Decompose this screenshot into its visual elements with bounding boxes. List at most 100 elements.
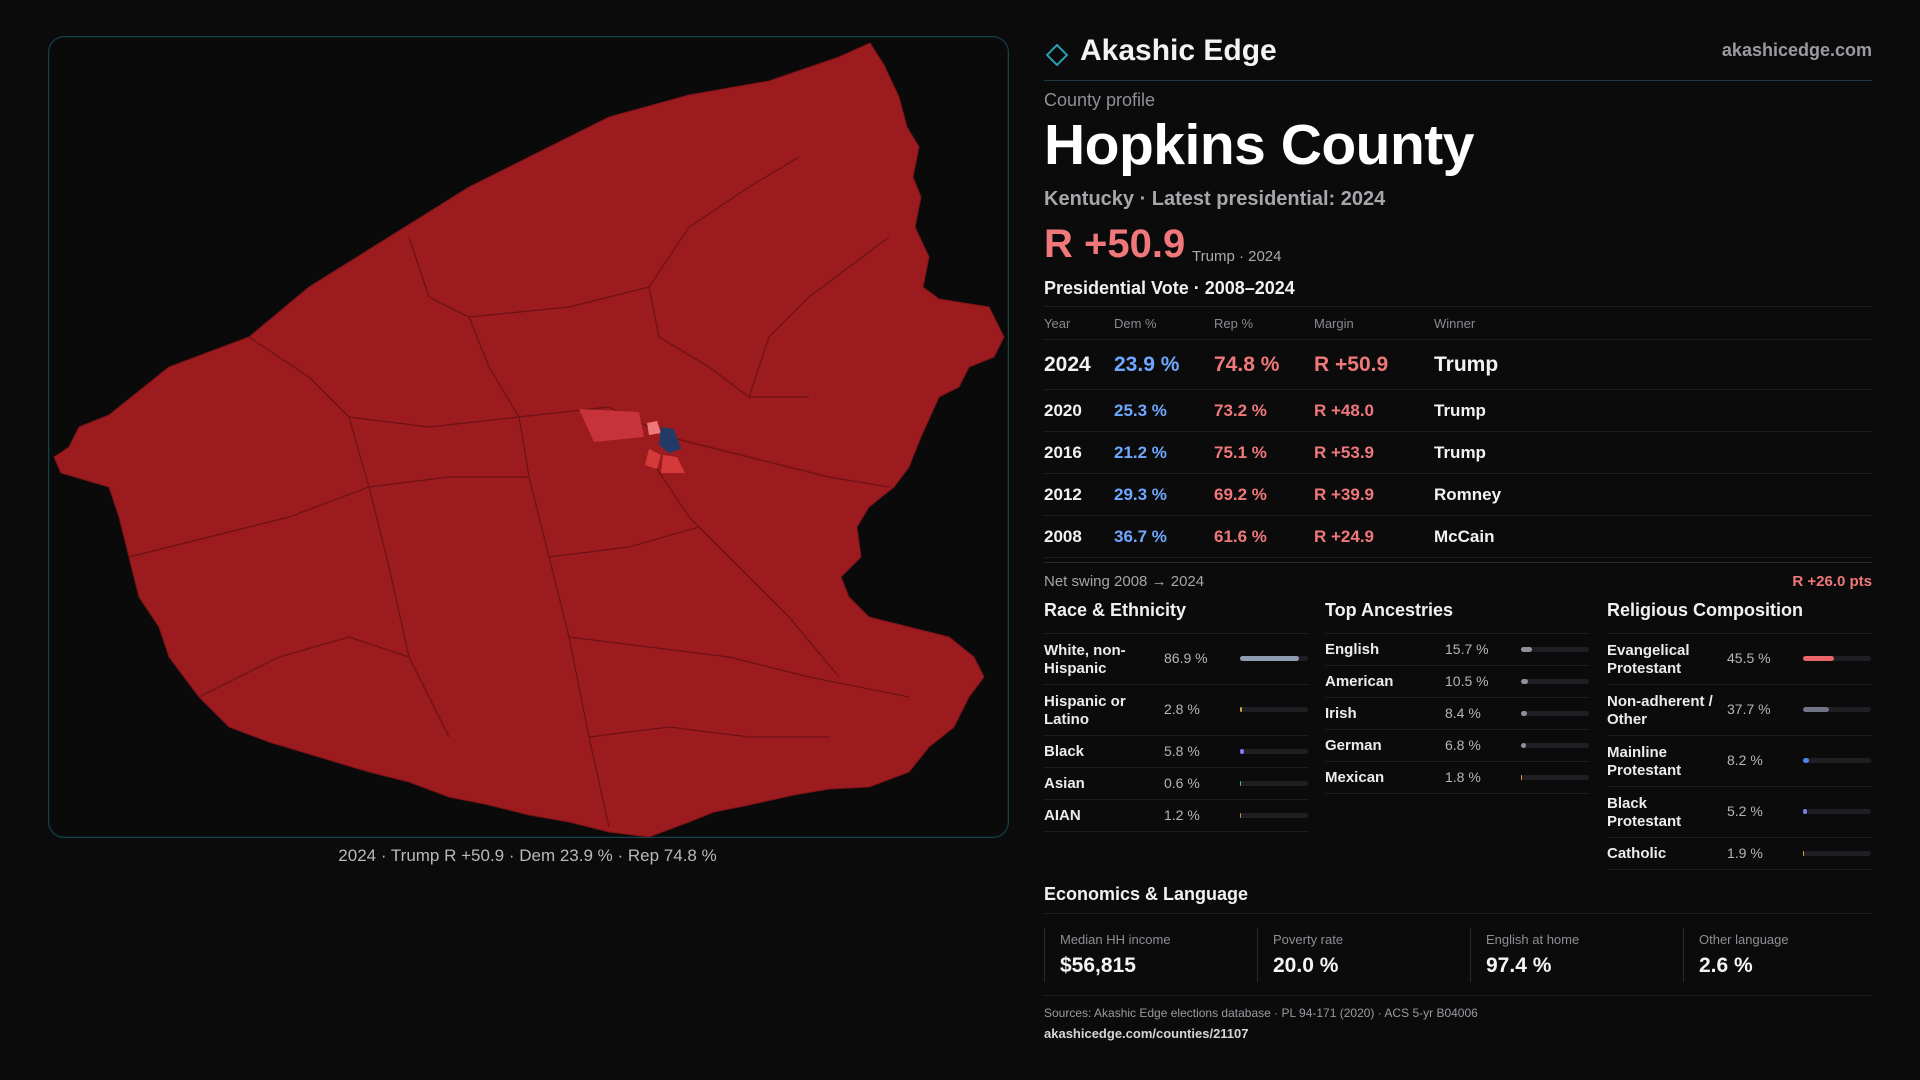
col-rep: Rep % <box>1214 306 1314 340</box>
eyebrow-label: County profile <box>1044 90 1156 110</box>
table-row[interactable]: 2024 23.9 % 74.8 % R +50.9 Trump <box>1044 339 1872 390</box>
presidential-vote-table: Year Dem % Rep % Margin Winner 2024 23.9… <box>1044 306 1872 558</box>
col-year: Year <box>1044 306 1114 340</box>
stat-bar-fill <box>1240 656 1300 661</box>
cell-year: 2008 <box>1044 515 1114 558</box>
county-shape[interactable] <box>53 42 1005 837</box>
cell-rep: 74.8 % <box>1214 339 1314 390</box>
cell-year: 2024 <box>1044 339 1114 390</box>
religion-section-title: Religious Composition <box>1607 600 1872 634</box>
cell-winner: Trump <box>1434 389 1872 432</box>
stat-value: 10.5 % <box>1445 673 1489 689</box>
stat-bar-fill <box>1803 707 1829 712</box>
divider <box>1044 913 1872 914</box>
stat-label: Hispanic or Latino <box>1044 693 1126 728</box>
cell-rep: 75.1 % <box>1214 431 1314 474</box>
headline-margin-note: Trump · 2024 <box>1192 248 1282 265</box>
precinct-lean-rep <box>579 409 644 442</box>
stat-label: Mexican <box>1325 769 1385 786</box>
stat-bar <box>1240 707 1308 712</box>
stat-bar <box>1240 813 1308 818</box>
headline-margin: R +50.9 <box>1044 222 1186 266</box>
stat-value: 8.2 % <box>1727 752 1763 768</box>
religion-section: Religious Composition Evangelical Protes… <box>1607 600 1872 870</box>
economics-section-title: Economics & Language <box>1044 884 1249 904</box>
stat-bar <box>1521 679 1589 684</box>
cell-dem: 23.9 % <box>1114 339 1214 390</box>
net-swing-value: R +26.0 pts <box>1792 573 1872 590</box>
stat-row: Evangelical Protestant 45.5 % <box>1607 634 1872 685</box>
race-section-title: Race & Ethnicity <box>1044 600 1308 634</box>
stat-value: 1.8 % <box>1445 769 1481 785</box>
brand-name: Akashic Edge <box>1080 34 1277 67</box>
stat-value: 37.7 % <box>1727 701 1771 717</box>
stat-bar <box>1240 656 1308 661</box>
table-row[interactable]: 2020 25.3 % 73.2 % R +48.0 Trump <box>1044 389 1872 432</box>
divider <box>1044 995 1872 996</box>
table-row[interactable]: 2012 29.3 % 69.2 % R +39.9 Romney <box>1044 473 1872 516</box>
stat-bar-fill <box>1521 679 1529 684</box>
stat-bar-fill <box>1521 711 1527 716</box>
cell-margin: R +39.9 <box>1314 473 1434 516</box>
cell-rep: 73.2 % <box>1214 389 1314 432</box>
stat-card-poverty: Poverty rate 20.0 % <box>1257 928 1463 982</box>
cell-dem: 36.7 % <box>1114 515 1214 558</box>
brand-header: Akashic Edge akashicedge.com <box>1044 34 1872 81</box>
city-precincts[interactable] <box>579 409 685 473</box>
col-winner: Winner <box>1434 306 1872 340</box>
stat-label: Irish <box>1325 705 1357 722</box>
stat-row: White, non-Hispanic 86.9 % <box>1044 634 1308 685</box>
cell-rep: 61.6 % <box>1214 515 1314 558</box>
stat-row: AIAN 1.2 % <box>1044 800 1308 832</box>
stat-bar <box>1240 781 1308 786</box>
stat-card-label: Median HH income <box>1060 932 1171 947</box>
brand-site-link[interactable]: akashicedge.com <box>1721 40 1872 60</box>
stat-bar <box>1521 743 1589 748</box>
cell-dem: 21.2 % <box>1114 431 1214 474</box>
stat-card-english: English at home 97.4 % <box>1470 928 1676 982</box>
cell-year: 2012 <box>1044 473 1114 516</box>
stat-bar <box>1803 707 1871 712</box>
table-row[interactable]: 2008 36.7 % 61.6 % R +24.9 McCain <box>1044 515 1872 558</box>
stat-label: White, non-Hispanic <box>1044 642 1126 677</box>
stat-card-value: 97.4 % <box>1486 954 1552 977</box>
stat-bar-fill <box>1240 707 1242 712</box>
stat-label: American <box>1325 673 1394 690</box>
source-url-link[interactable]: akashicedge.com/counties/21107 <box>1044 1026 1249 1041</box>
map-panel[interactable] <box>48 36 1009 838</box>
table-header-row: Year Dem % Rep % Margin Winner <box>1044 306 1872 340</box>
stat-row: Mainline Protestant 8.2 % <box>1607 736 1872 787</box>
stat-card-value: 2.6 % <box>1699 954 1753 977</box>
stat-bar-fill <box>1521 647 1532 652</box>
stat-card-value: $56,815 <box>1060 954 1136 977</box>
stat-bar <box>1521 647 1589 652</box>
stat-label: Catholic <box>1607 845 1667 862</box>
stat-bar-fill <box>1240 781 1242 786</box>
stat-value: 8.4 % <box>1445 705 1481 721</box>
stat-value: 0.6 % <box>1164 775 1200 791</box>
stat-label: English <box>1325 641 1380 658</box>
precinct-boundaries <box>128 156 910 828</box>
table-row[interactable]: 2016 21.2 % 75.1 % R +53.9 Trump <box>1044 431 1872 474</box>
stat-value: 45.5 % <box>1727 650 1771 666</box>
stat-bar <box>1803 758 1871 763</box>
stat-row: Hispanic or Latino 2.8 % <box>1044 685 1308 736</box>
stat-row: Irish 8.4 % <box>1325 698 1589 730</box>
diamond-logo-icon <box>1046 44 1068 66</box>
stat-value: 5.8 % <box>1164 743 1200 759</box>
stat-bar <box>1803 809 1871 814</box>
stat-row: American 10.5 % <box>1325 666 1589 698</box>
stat-row: Black 5.8 % <box>1044 736 1308 768</box>
stat-value: 1.9 % <box>1727 845 1763 861</box>
page-subtitle: Kentucky · Latest presidential: 2024 <box>1044 188 1386 210</box>
county-map[interactable] <box>49 37 1008 837</box>
col-dem: Dem % <box>1114 306 1214 340</box>
stat-bar-fill <box>1240 749 1244 754</box>
stat-label: Evangelical Protestant <box>1607 642 1690 677</box>
cell-dem: 25.3 % <box>1114 389 1214 432</box>
stat-label: Mainline Protestant <box>1607 744 1682 779</box>
cell-margin: R +50.9 <box>1314 339 1434 390</box>
cell-year: 2016 <box>1044 431 1114 474</box>
stat-bar-fill <box>1240 813 1242 818</box>
stat-row: Mexican 1.8 % <box>1325 762 1589 794</box>
